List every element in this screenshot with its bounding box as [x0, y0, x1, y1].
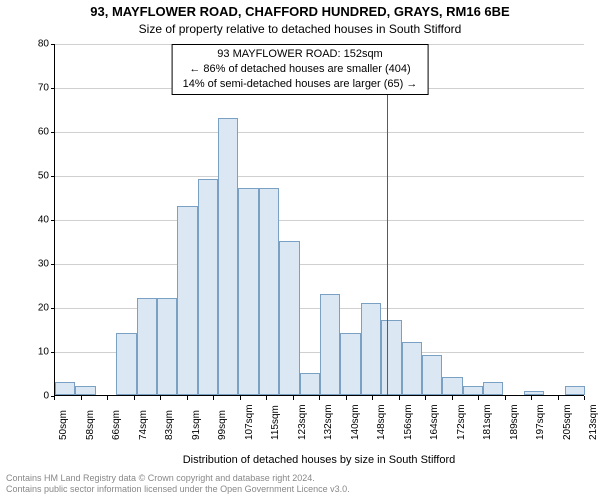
- x-axis-ticks: 50sqm 58sqm 66sqm 74sqm 83sqm 91sqm 99sqm 107sq…: [54, 396, 584, 448]
- x-tick-mark: [452, 396, 453, 400]
- x-tick-label: 181sqm: [482, 404, 493, 440]
- histogram-bar: [340, 333, 360, 395]
- histogram-bar: [116, 333, 136, 395]
- plot-area: 01020304050607080: [54, 44, 584, 396]
- histogram-bar: [218, 118, 238, 395]
- x-tick-mark: [425, 396, 426, 400]
- x-tick-label: 172sqm: [456, 404, 467, 440]
- x-tick-mark: [505, 396, 506, 400]
- x-tick-label: 156sqm: [403, 404, 414, 440]
- x-tick-mark: [372, 396, 373, 400]
- y-tick-label: 50: [38, 171, 49, 182]
- histogram-bar: [198, 179, 218, 395]
- histogram-bar: [279, 241, 299, 395]
- histogram-bar: [463, 386, 483, 395]
- x-tick-mark: [293, 396, 294, 400]
- histogram-bar: [177, 206, 197, 395]
- x-tick-mark: [399, 396, 400, 400]
- x-axis-label: Distribution of detached houses by size …: [54, 454, 584, 466]
- histogram-bar: [157, 298, 177, 395]
- y-tick-label: 40: [38, 215, 49, 226]
- x-tick-mark: [213, 396, 214, 400]
- x-tick-label: 213sqm: [588, 404, 599, 440]
- x-tick-label: 107sqm: [244, 404, 255, 440]
- y-tick-label: 80: [38, 39, 49, 50]
- x-tick-label: 58sqm: [85, 410, 96, 440]
- credits: Contains HM Land Registry data © Crown c…: [6, 473, 350, 496]
- x-tick-mark: [319, 396, 320, 400]
- y-tick-label: 30: [38, 259, 49, 270]
- x-tick-label: 164sqm: [429, 404, 440, 440]
- info-box-size: 93 MAYFLOWER ROAD: 152sqm: [183, 47, 418, 62]
- x-tick-label: 189sqm: [509, 404, 520, 440]
- reference-line: [387, 44, 388, 395]
- histogram-bars: [55, 44, 584, 395]
- histogram-bar: [137, 298, 157, 395]
- x-tick-mark: [584, 396, 585, 400]
- x-tick-label: 83sqm: [164, 410, 175, 440]
- x-tick-mark: [81, 396, 82, 400]
- x-tick-mark: [187, 396, 188, 400]
- histogram-bar: [361, 303, 381, 395]
- x-tick-mark: [346, 396, 347, 400]
- credit-line-2: Contains public sector information licen…: [6, 484, 350, 496]
- x-tick-label: 50sqm: [58, 410, 69, 440]
- x-tick-label: 140sqm: [350, 404, 361, 440]
- x-tick-label: 115sqm: [270, 405, 281, 440]
- x-tick-label: 123sqm: [297, 404, 308, 440]
- x-tick-label: 132sqm: [323, 404, 334, 440]
- x-tick-label: 205sqm: [562, 404, 573, 440]
- x-tick-mark: [134, 396, 135, 400]
- x-tick-label: 197sqm: [535, 404, 546, 440]
- credit-line-1: Contains HM Land Registry data © Crown c…: [6, 473, 350, 485]
- y-tick-label: 20: [38, 303, 49, 314]
- x-tick-mark: [107, 396, 108, 400]
- x-tick-label: 74sqm: [138, 410, 149, 440]
- histogram-bar: [75, 386, 95, 395]
- x-tick-mark: [558, 396, 559, 400]
- x-tick-label: 91sqm: [191, 410, 202, 440]
- x-tick-mark: [531, 396, 532, 400]
- x-tick-label: 66sqm: [111, 410, 122, 440]
- histogram-bar: [381, 320, 401, 395]
- y-tick-label: 0: [43, 391, 49, 402]
- histogram-bar: [422, 355, 442, 395]
- y-tick-label: 10: [38, 347, 49, 358]
- histogram-bar: [442, 377, 462, 395]
- histogram-bar: [402, 342, 422, 395]
- histogram-bar: [524, 391, 544, 395]
- x-tick-mark: [266, 396, 267, 400]
- x-tick-label: 148sqm: [376, 404, 387, 440]
- x-tick-mark: [240, 396, 241, 400]
- x-tick-label: 99sqm: [217, 410, 228, 440]
- chart-subtitle: Size of property relative to detached ho…: [0, 22, 600, 36]
- info-box-larger: 14% of semi-detached houses are larger (…: [183, 77, 418, 92]
- x-tick-mark: [54, 396, 55, 400]
- info-box-smaller: ← 86% of detached houses are smaller (40…: [183, 62, 418, 77]
- histogram-bar: [238, 188, 258, 395]
- property-info-box: 93 MAYFLOWER ROAD: 152sqm ← 86% of detac…: [172, 44, 429, 95]
- histogram-bar: [565, 386, 585, 395]
- y-tick-label: 60: [38, 127, 49, 138]
- y-tick-label: 70: [38, 83, 49, 94]
- histogram-bar: [300, 373, 320, 395]
- histogram-bar: [320, 294, 340, 395]
- histogram-bar: [259, 188, 279, 395]
- histogram-bar: [55, 382, 75, 395]
- histogram-bar: [483, 382, 503, 395]
- chart-title-address: 93, MAYFLOWER ROAD, CHAFFORD HUNDRED, GR…: [0, 4, 600, 19]
- property-size-histogram: 93, MAYFLOWER ROAD, CHAFFORD HUNDRED, GR…: [0, 0, 600, 500]
- x-tick-mark: [160, 396, 161, 400]
- x-tick-mark: [478, 396, 479, 400]
